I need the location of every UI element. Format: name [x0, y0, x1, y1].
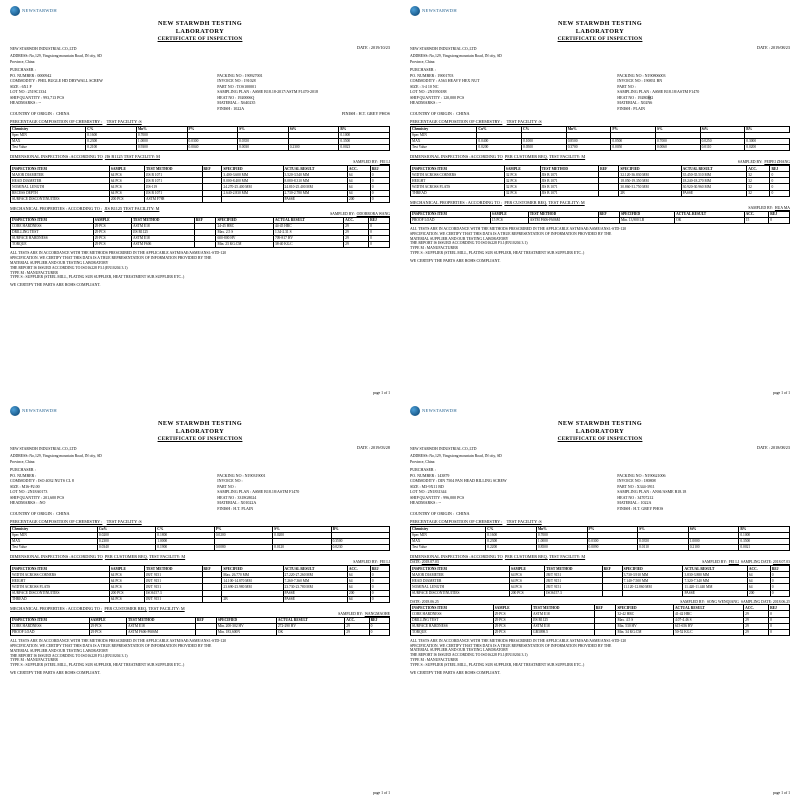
certificate-3: NEWSTARWDH NEW STARWDH TESTING LABORATOR…	[0, 400, 400, 800]
cert-title: CERTIFICATE OF INSPECTION	[10, 36, 390, 43]
metadata: PURCHASER : PO. NUMBER : 143879 COMMODIT…	[410, 467, 790, 511]
dimensional-table: INSPECTIONS ITEMSAMPLETEST METHODREFSPEC…	[410, 565, 790, 596]
address: ADDRESS::No,129, Yingxiong mountain Road…	[10, 54, 102, 59]
dimensional-section: DIMENSIONAL INSPECTIONS :ACCORDING TO PE…	[410, 154, 790, 196]
header: NEW STARWDH TESTING LABORATORY CERTIFICA…	[410, 420, 790, 442]
globe-icon	[10, 406, 20, 416]
chemistry-section: PERCENTAGE COMPOSITION OF CHEMISTRY : TE…	[410, 519, 790, 551]
mechanical-section: DATE: 2018.06.25 SAMPLED BY: SONG WENQIA…	[410, 600, 790, 636]
mechanical-section: MECHANICAL PROPERTIES : ACCORDING TO : J…	[10, 206, 390, 248]
disclaimer: ALL TESTS ARE IN ACCORDANCE WITH THE MET…	[410, 639, 790, 668]
mechanical-table: INSPECTIONS ITEMSAMPLETEST METHODREFSPEC…	[10, 217, 390, 248]
disclaimer: ALL TESTS ARE IN ACCORDANCE WITH THE MET…	[410, 227, 790, 256]
dimensional-section: DIMENSIONAL INSPECTIONS :ACCORDING TO PE…	[410, 554, 790, 596]
metadata: PURCHASER : PO. NUMBER : 19001703 COMMOD…	[410, 67, 790, 111]
globe-icon	[410, 406, 420, 416]
mechanical-table: INSPECTIONS ITEMSAMPLETEST METHODREFSPEC…	[410, 211, 790, 224]
company: NEW STARWDH INDUSTRIAL CO.,LTD	[10, 47, 102, 52]
certificate-2: NEWSTARWDH NEW STARWDH TESTING LABORATOR…	[400, 0, 800, 400]
page-number: page 1 of 1	[373, 391, 390, 396]
chemistry-section: PERCENTAGE COMPOSITION OF CHEMISTRY : TE…	[10, 519, 390, 551]
chemistry-section: PERCENTAGE COMPOSITION OF CHEMISTRY : TE…	[410, 119, 790, 151]
certify-statement: WE CERTIFY THE PARTS ARE ROHS COMPLIANT.	[10, 282, 390, 287]
mechanical-table: INSPECTIONS ITEMSAMPLETEST METHODREFSPEC…	[410, 604, 790, 635]
logo: NEWSTARWDH	[10, 406, 390, 416]
logo: NEWSTARWDH	[410, 6, 790, 16]
mechanical-table: INSPECTIONS ITEMSAMPLETEST METHODREFSPEC…	[10, 617, 390, 636]
chemistry-table: ChemistryCu%C%P%S%B%Spec MIN0.02000.1800…	[10, 526, 390, 551]
header: NEW STARWDH TESTING LABORATORY CERTIFICA…	[10, 20, 390, 42]
chemistry-table: ChemistryCu%C%Mn%P%S%Si%B%Spec MINMAX0.0…	[410, 126, 790, 151]
chemistry-section: PERCENTAGE COMPOSITION OF CHEMISTRY : TE…	[10, 119, 390, 151]
chemistry-table: ChemistryC%Mn%P%S%Si%B%Spec MIN0.16000.7…	[410, 526, 790, 551]
province: Province, China	[10, 60, 102, 65]
metadata: PURCHASER : PO. NUMBER : 0000942 COMMODI…	[10, 67, 390, 111]
dimensional-table: INSPECTIONS ITEMSAMPLETEST METHODREFSPEC…	[10, 565, 390, 602]
logo: NEWSTARWDH	[10, 6, 390, 16]
logo: NEWSTARWDH	[410, 406, 790, 416]
dimensional-section: DIMENSIONAL INSPECTIONS :ACCORDING TO PE…	[10, 554, 390, 603]
mechanical-section: MECHANICAL PROPERTIES : ACCORDING TO : P…	[10, 606, 390, 636]
lab: LABORATORY	[10, 28, 390, 36]
dimensional-table: INSPECTIONS ITEMSAMPLETEST METHODREFSPEC…	[410, 165, 790, 196]
date-label: DATE :	[357, 45, 370, 50]
date-value: 2019/10/23	[371, 45, 390, 50]
brand: NEWSTARWDH	[22, 8, 57, 14]
dimensional-section: DIMENSIONAL INSPECTIONS :ACCORDING TO JI…	[10, 154, 390, 203]
certificate-1: NEWSTARWDH NEW STARWDH TESTING LABORATOR…	[0, 0, 400, 400]
disclaimer: ALL TESTS ARE IN ACCORDANCE WITH THE MET…	[10, 251, 390, 280]
org-name: NEW STARWDH TESTING	[10, 20, 390, 28]
chemistry-table: ChemistryC%Mn%P%S%Si%B%Spec MIN0.16000.7…	[10, 126, 390, 151]
disclaimer: ALL TESTS ARE IN ACCORDANCE WITH THE MET…	[10, 639, 390, 668]
certificate-4: NEWSTARWDH NEW STARWDH TESTING LABORATOR…	[400, 400, 800, 800]
header: NEW STARWDH TESTING LABORATORY CERTIFICA…	[10, 420, 390, 442]
globe-icon	[410, 6, 420, 16]
header: NEW STARWDH TESTING LABORATORY CERTIFICA…	[410, 20, 790, 42]
metadata: PURCHASER : PO. NUMBER : COMMODITY : ISO…	[10, 467, 390, 511]
dimensional-table: INSPECTIONS ITEMSAMPLETEST METHODREFSPEC…	[10, 165, 390, 202]
globe-icon	[10, 6, 20, 16]
mechanical-section: MECHANICAL PROPERTIES : ACCORDING TO : P…	[410, 200, 790, 224]
